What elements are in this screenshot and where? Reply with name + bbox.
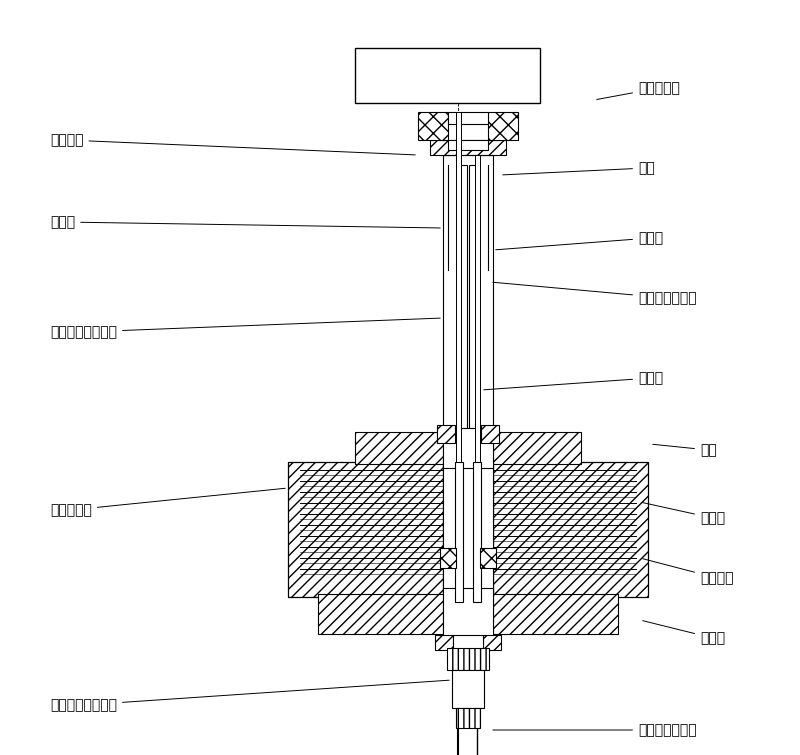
Bar xyxy=(430,140,506,155)
Bar xyxy=(437,425,455,443)
Text: 样品: 样品 xyxy=(502,161,654,175)
Bar xyxy=(456,112,461,567)
Bar xyxy=(443,462,493,597)
Text: 铁磁体位置调节杆: 铁磁体位置调节杆 xyxy=(50,318,440,339)
Text: 铁碰体翻转顶杆: 铁碰体翻转顶杆 xyxy=(493,723,697,737)
Bar xyxy=(435,635,453,650)
Text: 玻纹管: 玻纹管 xyxy=(642,503,725,525)
Text: 通光孔: 通光孔 xyxy=(50,215,440,229)
Bar xyxy=(288,462,443,597)
Bar xyxy=(475,155,480,575)
Bar xyxy=(480,548,496,568)
Text: 活动支点: 活动支点 xyxy=(50,133,415,155)
Bar xyxy=(473,462,481,602)
Bar xyxy=(483,635,501,650)
Bar xyxy=(453,635,483,650)
Bar xyxy=(493,462,648,597)
Text: 铁磁体位置调节器: 铁磁体位置调节器 xyxy=(50,680,450,712)
Bar xyxy=(452,670,484,708)
Bar xyxy=(443,428,493,468)
Text: 石英窗口: 石英窗口 xyxy=(642,559,734,585)
Bar xyxy=(447,648,489,670)
Bar xyxy=(448,140,488,150)
Bar xyxy=(469,165,477,460)
Bar xyxy=(443,155,459,455)
Text: 铁磁体翻转支架: 铁磁体翻转支架 xyxy=(493,282,697,305)
Text: 铁磁体: 铁磁体 xyxy=(496,231,663,250)
Bar xyxy=(488,112,518,140)
Bar xyxy=(418,112,448,140)
Bar xyxy=(493,594,618,634)
Text: 轴承连接器: 轴承连接器 xyxy=(50,488,286,517)
Bar xyxy=(355,48,540,103)
Text: 支撑架: 支撑架 xyxy=(642,621,725,645)
Bar xyxy=(440,548,456,568)
Bar xyxy=(477,155,493,455)
Bar xyxy=(493,432,581,464)
Bar xyxy=(459,165,467,460)
Bar xyxy=(456,708,480,728)
Text: 法兰: 法兰 xyxy=(653,443,717,457)
Bar xyxy=(355,432,443,464)
Bar xyxy=(448,112,488,124)
Bar xyxy=(455,462,463,602)
Text: 样品操作器: 样品操作器 xyxy=(597,81,680,100)
Text: 拉动杆: 拉动杆 xyxy=(484,371,663,390)
Bar xyxy=(318,594,443,634)
Bar xyxy=(443,588,493,640)
Bar xyxy=(481,425,499,443)
